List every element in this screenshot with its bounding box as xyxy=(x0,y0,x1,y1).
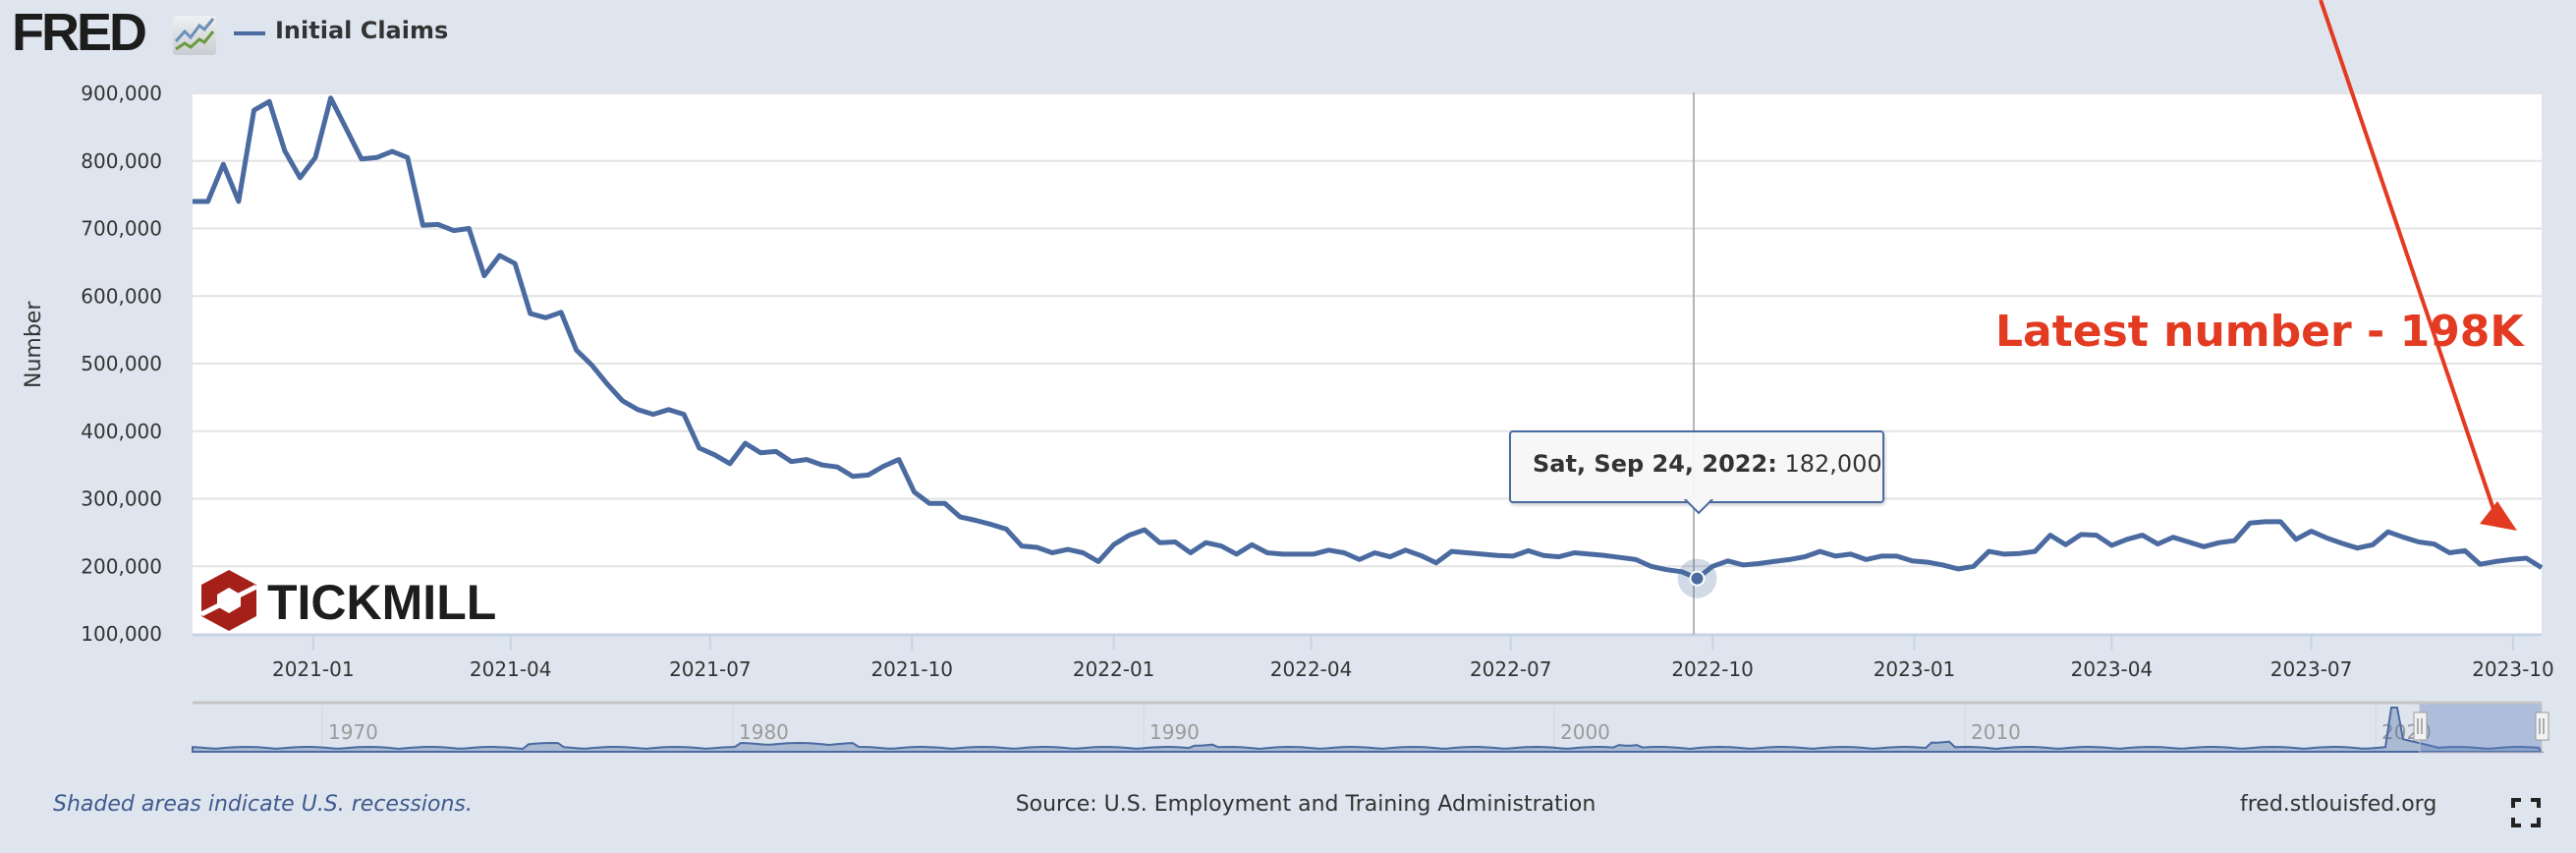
annotation-arrow xyxy=(2319,0,2517,531)
tickmill-logo-icon xyxy=(199,570,258,631)
navigator-label: 2010 xyxy=(1971,720,2021,744)
fred-logo[interactable]: FRED xyxy=(12,3,147,62)
x-tick-label: 2022-01 xyxy=(1073,657,1155,681)
y-tick-label: 400,000 xyxy=(81,420,162,443)
y-tick-label: 700,000 xyxy=(81,217,162,241)
navigator-right-handle[interactable] xyxy=(2535,711,2549,741)
tooltip: Sat, Sep 24, 2022: 182,000 xyxy=(1509,430,1884,515)
navigator-selected-range[interactable] xyxy=(2419,703,2543,754)
x-tick-label: 2022-07 xyxy=(1470,657,1552,681)
y-tick-label: 500,000 xyxy=(81,352,162,375)
y-tick-label: 300,000 xyxy=(81,487,162,511)
navigator-series xyxy=(192,707,2544,753)
tickmill-text: TICKMILL xyxy=(267,575,496,630)
x-tick-label: 2023-01 xyxy=(1874,657,1956,681)
tooltip-text: Sat, Sep 24, 2022: 182,000 xyxy=(1533,450,1882,478)
x-tick-label: 2022-04 xyxy=(1270,657,1353,681)
x-tick-label: 2023-07 xyxy=(2270,657,2353,681)
legend-swatch xyxy=(234,31,265,35)
navigator-label: 2000 xyxy=(1560,720,1610,744)
recession-note: Shaded areas indicate U.S. recessions. xyxy=(53,792,473,817)
legend-label[interactable]: Initial Claims xyxy=(275,17,449,44)
hover-marker[interactable] xyxy=(1689,570,1706,587)
y-tick-label: 800,000 xyxy=(81,149,162,173)
x-tick-label: 2022-10 xyxy=(1671,657,1754,681)
tooltip-date: Sat, Sep 24, 2022: xyxy=(1533,450,1777,478)
x-tick-label: 2021-10 xyxy=(870,657,953,681)
x-axis-ticks: 2021-01 2021-04 2021-07 2021-10 2022-01 2022-… xyxy=(272,636,2554,681)
fullscreen-icon[interactable] xyxy=(2511,798,2541,827)
x-tick-label: 2021-04 xyxy=(470,657,552,681)
tooltip-value: 182,000 xyxy=(1784,450,1882,478)
latest-number-annotation: Latest number - 198K xyxy=(1995,307,2524,357)
navigator-label: 1990 xyxy=(1149,720,1200,744)
tickmill-watermark: TICKMILL xyxy=(199,570,496,631)
navigator-left-handle[interactable] xyxy=(2413,711,2428,741)
navigator-label: 1970 xyxy=(328,720,378,744)
navigator-label: 1980 xyxy=(739,720,789,744)
source-text: Source: U.S. Employment and Training Adm… xyxy=(1015,792,1596,817)
y-tick-label: 900,000 xyxy=(81,82,162,105)
y-axis-ticks: 100,000 200,000 300,000 400,000 500,000 600,0… xyxy=(81,82,162,646)
x-tick-label: 2021-01 xyxy=(272,657,355,681)
series-line[interactable] xyxy=(193,95,2544,582)
x-tick-label: 2023-04 xyxy=(2071,657,2154,681)
x-tick-label: 2023-10 xyxy=(2472,657,2554,681)
y-tick-label: 100,000 xyxy=(81,622,162,646)
navigator[interactable]: 1970 1980 1990 2000 2010 2020 xyxy=(192,701,2549,754)
fred-chart-icon xyxy=(173,16,216,55)
y-tick-label: 200,000 xyxy=(81,554,162,578)
y-tick-label: 600,000 xyxy=(81,284,162,308)
x-tick-label: 2021-07 xyxy=(669,657,752,681)
tooltip-pointer xyxy=(1684,497,1713,515)
site-link[interactable]: fred.stlouisfed.org xyxy=(2240,792,2437,817)
gridlines xyxy=(193,92,2542,637)
navigator-labels: 1970 1980 1990 2000 2010 2020 xyxy=(321,704,2432,752)
series-initial-claims[interactable] xyxy=(191,95,2544,598)
